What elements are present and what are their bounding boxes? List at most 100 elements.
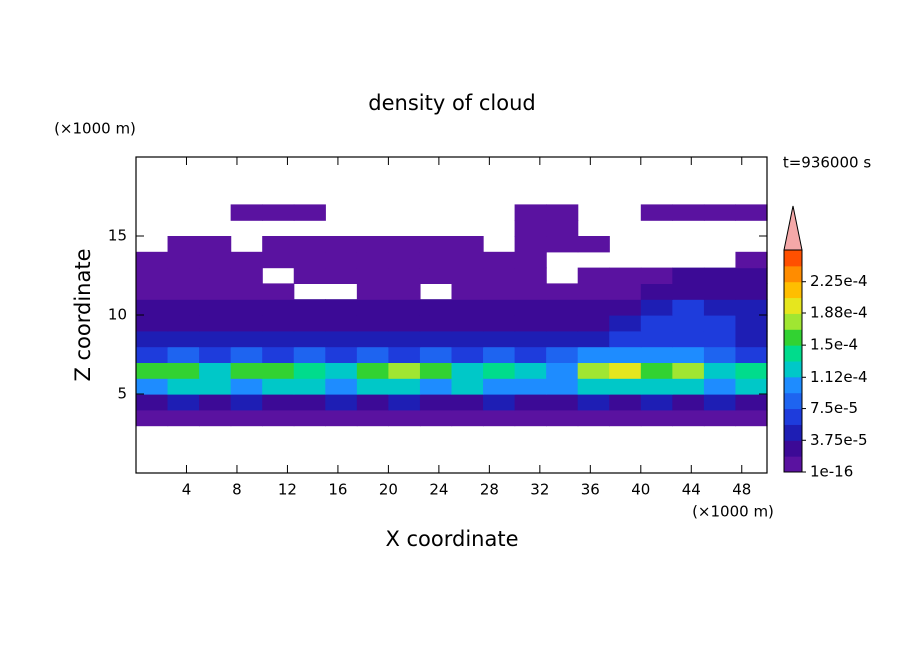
colorbar-tick-label: 3.75e-5 [810,431,868,449]
colorbar-band [784,376,802,394]
field-cell [640,315,673,332]
field-cell [577,236,610,253]
field-cell [703,378,737,395]
field-cell [577,267,610,284]
field-cell [451,315,484,332]
field-cell [262,283,295,300]
field-cell [640,330,673,348]
field-cell [356,362,389,379]
colorbar-tick-label: 1.12e-4 [810,368,868,386]
field [136,204,768,427]
field-cell [546,299,579,316]
field-cell [167,409,200,427]
field-cell [640,409,673,427]
field-cell [230,283,263,300]
field-cell [609,409,642,427]
field-cell [136,394,169,411]
field-cell [199,267,232,284]
field-cell [136,283,169,300]
field-cell [199,330,232,348]
y-tick-label: 15 [108,227,127,245]
field-cell [325,236,358,253]
field-cell [167,267,200,284]
x-tick-label: 44 [682,481,701,499]
field-cell [230,251,263,269]
colorbar-tick-label: 1.88e-4 [810,304,868,322]
field-cell [577,409,610,427]
field-cell [483,394,516,411]
field-cell [609,378,642,395]
field-cell [514,267,547,284]
field-cell [640,299,673,316]
field-cell [167,299,200,316]
field-cell [356,236,389,253]
field-cell [640,283,673,300]
field-cell [136,267,169,284]
field-cell [735,283,768,300]
field-cell [325,299,358,316]
chart-title: density of cloud [368,91,535,115]
colorbar-band [784,345,802,362]
x-tick-label: 48 [732,481,751,499]
field-cell [167,330,200,348]
field-cell [451,267,484,284]
field-cell [514,315,547,332]
x-tick-label: 28 [480,481,499,499]
time-label: t=936000 s [783,154,871,172]
field-cell [483,315,516,332]
field-cell [230,299,263,316]
field-cell [577,330,610,348]
colorbar-tick-label: 1.5e-4 [810,336,858,354]
field-cell [419,299,453,316]
colorbar-tick-label: 2.25e-4 [810,272,868,290]
field-cell [546,346,579,363]
x-axis-label: X coordinate [385,527,518,551]
field-cell [514,346,547,363]
y-axis-label: Z coordinate [71,248,95,381]
field-cell [451,362,484,379]
field-cell [388,236,421,253]
field-cell [514,204,547,221]
field-cell [136,299,169,316]
field-cell [388,251,421,269]
field-cell [325,330,358,348]
field-cell [609,267,642,284]
field-cell [609,330,642,348]
colorbar-band [784,456,802,473]
field-cell [577,394,610,411]
field-cell [672,299,705,316]
field-cell [388,299,421,316]
field-cell [230,315,263,332]
field-cell [735,204,768,221]
field-cell [388,283,421,300]
colorbar-band [784,424,802,441]
field-cell [388,378,421,395]
field-cell [546,204,579,221]
field-cell [640,362,673,379]
field-cell [609,362,642,379]
field-cell [388,346,421,363]
colorbar-over [783,205,803,251]
field-cell [293,378,326,395]
field-cell [356,299,389,316]
field-cell [451,346,484,363]
field-cell [672,283,705,300]
field-cell [230,267,263,284]
field-cell [356,267,389,284]
field-cell [514,236,547,253]
field-cell [293,204,326,221]
field-cell [483,251,516,269]
field-cell [325,251,358,269]
field-cell [609,315,642,332]
field-cell [388,315,421,332]
colorbar-tick-label: 7.5e-5 [810,399,858,417]
field-cell [451,378,484,395]
field-cell [640,267,673,284]
field-cell [167,394,200,411]
field-cell [293,362,326,379]
field-cell [514,299,547,316]
field-cell [514,330,547,348]
field-cell [356,378,389,395]
field-cell [577,283,610,300]
field-cell [199,315,232,332]
